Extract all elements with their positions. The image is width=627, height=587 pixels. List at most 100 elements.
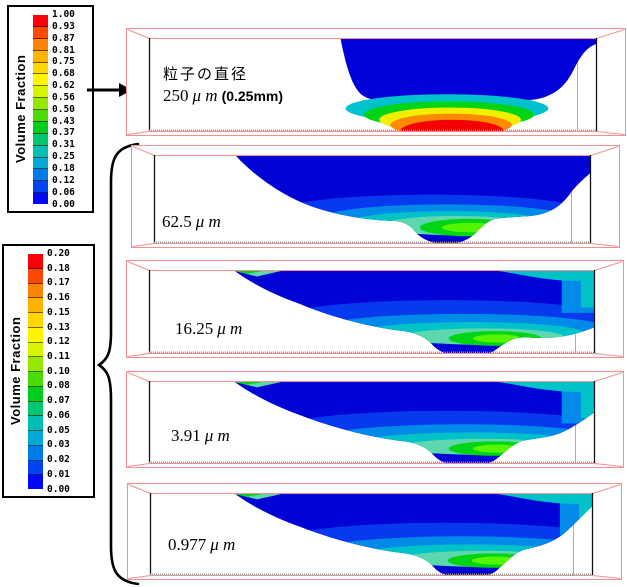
colorbar-segment bbox=[33, 74, 48, 87]
colorbar-segment bbox=[33, 169, 48, 182]
tick-label: 0.03 bbox=[47, 439, 70, 451]
diameter-unit: μ m bbox=[204, 426, 230, 445]
tick-label: 0.06 bbox=[47, 409, 70, 421]
colorbar-segment bbox=[28, 254, 43, 269]
particle-diameter-value: 3.91 μ m bbox=[171, 426, 230, 446]
tick-label: 0.68 bbox=[52, 68, 75, 80]
tick-label: 0.37 bbox=[52, 127, 75, 139]
tick-label: 0.00 bbox=[47, 483, 70, 495]
colorbar-segment bbox=[28, 372, 43, 387]
panel-250um: 粒子の直径 250 μ m (0.25mm) bbox=[126, 28, 626, 136]
diameter-unit: μ m bbox=[217, 319, 243, 338]
slice-edges bbox=[148, 270, 596, 354]
diameter-mm-equivalent: (0.25mm) bbox=[221, 88, 284, 104]
particle-diameter-value: 62.5 μ m bbox=[162, 212, 221, 232]
slice-edges bbox=[153, 155, 592, 244]
contour-plot bbox=[235, 494, 592, 575]
colorbar-segment bbox=[33, 181, 48, 194]
panel-label: 0.977 μ m bbox=[168, 533, 235, 555]
tick-label: 0.05 bbox=[47, 424, 70, 436]
particle-diameter-value: 0.977 μ m bbox=[168, 535, 235, 555]
tick-label: 0.93 bbox=[52, 20, 75, 32]
colorbar-ticks: 1.00 0.93 0.87 0.81 0.75 0.68 0.62 0.56 0.50 0.43… bbox=[48, 7, 92, 211]
tick-label: 0.18 bbox=[52, 162, 75, 174]
tick-label: 0.17 bbox=[47, 277, 70, 289]
panel-label: 3.91 μ m bbox=[171, 424, 230, 446]
colorbar-segment bbox=[28, 431, 43, 446]
tick-label: 0.81 bbox=[52, 44, 75, 56]
contour-plot bbox=[340, 39, 596, 131]
colorbar-segment bbox=[28, 386, 43, 402]
arrow-icon bbox=[87, 83, 132, 97]
tick-label: 0.43 bbox=[52, 115, 75, 127]
colorbar-segment bbox=[33, 145, 48, 158]
brace-icon bbox=[96, 142, 140, 586]
panel-label: 粒子の直径 250 μ m (0.25mm) bbox=[163, 63, 283, 106]
colorbar-segment bbox=[28, 313, 43, 328]
panel-title-japanese: 粒子の直径 bbox=[163, 66, 249, 83]
particle-diameter-value: 250 μ m (0.25mm) bbox=[163, 86, 283, 106]
slice-edges bbox=[148, 381, 596, 464]
colorbar bbox=[28, 254, 43, 489]
contour-plot bbox=[234, 382, 594, 463]
colorbar-segment bbox=[33, 15, 48, 27]
panel-62-5um: 62.5 μ m bbox=[131, 145, 620, 248]
colorbar-segment bbox=[28, 268, 43, 284]
tick-label: 0.08 bbox=[47, 380, 70, 392]
tick-label: 1.00 bbox=[52, 9, 75, 20]
tick-label: 0.25 bbox=[52, 151, 75, 163]
tick-label: 0.20 bbox=[47, 248, 70, 259]
panel-16-25um: 16.25 μ m bbox=[126, 260, 624, 358]
particle-diameter-value: 16.25 μ m bbox=[175, 319, 242, 339]
colorbar-segment bbox=[33, 62, 48, 75]
colorbar-segment bbox=[28, 445, 43, 461]
tick-label: 0.16 bbox=[47, 292, 70, 304]
tick-label: 0.56 bbox=[52, 91, 75, 103]
tick-label: 0.00 bbox=[52, 198, 75, 210]
colorbar-segment bbox=[28, 460, 43, 476]
colorbar-segment bbox=[33, 110, 48, 122]
colorbar-segment bbox=[33, 193, 48, 204]
colorbar-ticks: 0.20 0.18 0.17 0.16 0.15 0.13 0.12 0.11 0.10 0.08… bbox=[43, 246, 93, 496]
diameter-unit: μ m bbox=[210, 535, 236, 554]
colorbar-segment bbox=[28, 298, 43, 313]
panel-3-91um: 3.91 μ m bbox=[126, 371, 624, 468]
legend-volume-fraction-bottom: Volume Fraction 0.20 0.18 0.17 0.16 0.15 0.13… bbox=[2, 244, 95, 498]
tick-label: 0.62 bbox=[52, 80, 75, 92]
legend-volume-fraction-top: Volume Fraction 1.00 0.93 0.87 0.81 0.75 0.68… bbox=[7, 5, 94, 213]
colorbar-segment bbox=[33, 157, 48, 170]
diameter-number: 3.91 bbox=[171, 426, 201, 445]
tick-label: 0.31 bbox=[52, 139, 75, 151]
diameter-unit: μ m bbox=[192, 86, 218, 105]
tick-label: 0.18 bbox=[47, 262, 70, 274]
panel-label: 16.25 μ m bbox=[175, 317, 242, 339]
tick-label: 0.87 bbox=[52, 32, 75, 44]
tick-label: 0.13 bbox=[47, 321, 70, 333]
colorbar-segment bbox=[28, 416, 43, 431]
colorbar-segment bbox=[33, 86, 48, 99]
tick-label: 0.10 bbox=[47, 365, 70, 377]
colorbar-segment bbox=[33, 50, 48, 63]
tick-label: 0.07 bbox=[47, 395, 70, 407]
colorbar-segment bbox=[28, 357, 43, 372]
contour-plot bbox=[234, 271, 594, 353]
slice-edges bbox=[148, 38, 598, 132]
slice-edges bbox=[149, 493, 594, 576]
colorbar-segment bbox=[28, 342, 43, 358]
colorbar-segment bbox=[28, 401, 43, 417]
tick-label: 0.50 bbox=[52, 103, 75, 115]
tick-label: 0.12 bbox=[52, 174, 75, 186]
contour-plot bbox=[236, 156, 590, 243]
tick-label: 0.06 bbox=[52, 186, 75, 198]
tick-label: 0.02 bbox=[47, 454, 70, 466]
diameter-number: 16.25 bbox=[175, 319, 214, 338]
diameter-number: 0.977 bbox=[168, 535, 207, 554]
colorbar-segment bbox=[33, 121, 48, 134]
legend-title: Volume Fraction bbox=[13, 54, 28, 164]
tick-label: 0.12 bbox=[47, 336, 70, 348]
diameter-unit: μ m bbox=[195, 212, 221, 231]
tick-label: 0.11 bbox=[47, 351, 70, 363]
colorbar-segment bbox=[33, 38, 48, 51]
colorbar bbox=[33, 15, 48, 204]
